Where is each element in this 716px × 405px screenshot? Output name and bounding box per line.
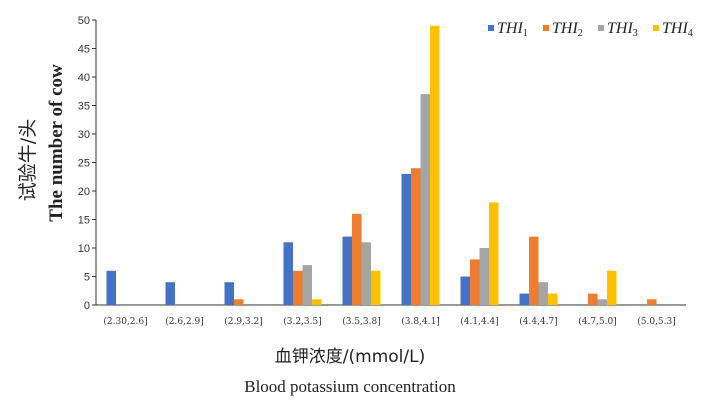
legend-swatch-thi3 — [598, 25, 604, 31]
bar-thi3 — [361, 242, 371, 305]
bar-thi1 — [401, 173, 411, 305]
y-tick-label: 10 — [78, 243, 90, 255]
bar-thi4 — [430, 25, 440, 305]
y-axis-label-cn: 试验牛/头 — [17, 119, 39, 201]
bar-thi2 — [529, 236, 539, 305]
bar-thi4 — [548, 293, 558, 305]
bars — [106, 25, 657, 305]
bar-thi2 — [470, 259, 480, 305]
legend-label-subscript: 2 — [578, 28, 583, 39]
y-axis-label-en: The number of cow — [46, 64, 67, 222]
bar-thi2 — [411, 168, 421, 305]
legend-label-subscript: 3 — [633, 28, 638, 39]
bar-thi1 — [519, 293, 529, 305]
legend-label-thi1: THI1 — [497, 20, 528, 39]
y-tick-label: 40 — [78, 72, 90, 84]
y-tick-label: 20 — [78, 186, 90, 198]
legend-label-thi2: THI2 — [552, 20, 583, 39]
x-tick-label: (3.5,3.8] — [342, 316, 381, 327]
bar-thi3 — [538, 282, 548, 305]
x-tick-label: (2.6,2.9] — [165, 316, 204, 327]
x-tick-label: (4.7,5.0] — [578, 316, 617, 327]
y-tick-label: 30 — [78, 129, 90, 141]
bar-thi1 — [460, 276, 470, 305]
bar-thi4 — [371, 270, 381, 305]
bar-thi3 — [479, 248, 489, 305]
bar-thi2 — [352, 213, 362, 305]
y-tick-label: 0 — [84, 300, 90, 312]
x-tick-label: (3.2,3.5] — [283, 316, 322, 327]
x-axis-label-en: Blood potassium concentration — [244, 377, 456, 396]
bar-thi4 — [607, 270, 617, 305]
y-tick-label: 5 — [84, 272, 90, 284]
legend: THI1 THI2 THI3 THI4 — [488, 20, 693, 39]
x-tick-label: (2.30,2.6] — [103, 316, 147, 327]
bar-thi2 — [647, 299, 657, 305]
legend-label-subscript: 4 — [688, 28, 693, 39]
legend-label-name: THI — [552, 20, 578, 37]
legend-label-thi4: THI4 — [662, 20, 693, 39]
legend-swatch-thi2 — [543, 25, 549, 31]
legend-label-thi3: THI3 — [607, 20, 638, 39]
bar-thi1 — [165, 282, 175, 305]
x-axis-label-cn: 血钾浓度/(mmol/L) — [275, 347, 425, 367]
y-tick-label: 15 — [78, 215, 90, 227]
y-tick-label: 25 — [78, 158, 90, 170]
bar-thi2 — [588, 293, 598, 305]
y-tick-label: 45 — [78, 44, 90, 56]
x-tick-label: (2.9,3.2] — [224, 316, 263, 327]
legend-label-subscript: 1 — [523, 28, 528, 39]
bar-thi1 — [224, 282, 234, 305]
bar-thi4 — [312, 299, 322, 305]
legend-label-name: THI — [662, 20, 688, 37]
y-tick-label: 50 — [78, 15, 90, 27]
bar-thi2 — [234, 299, 244, 305]
legend-swatch-thi4 — [653, 25, 659, 31]
bar-thi3 — [597, 299, 607, 305]
x-axis: (2.30,2.6] (2.6,2.9] (2.9,3.2] (3.2,3.5] (3.… — [96, 304, 686, 327]
legend-swatch-thi1 — [488, 25, 494, 31]
y-axis: 0 5 10 15 20 25 30 35 40 45 50 — [78, 15, 97, 312]
x-tick-label: (3.8,4.1] — [401, 316, 440, 327]
x-tick-label: (4.4,4.7] — [519, 316, 558, 327]
bar-thi4 — [489, 202, 499, 305]
x-tick-label: (4.1,4.4] — [460, 316, 499, 327]
bar-thi1 — [283, 242, 293, 305]
bar-thi1 — [106, 270, 116, 305]
bar-thi1 — [342, 236, 352, 305]
bar-thi3 — [302, 265, 312, 305]
y-tick-label: 35 — [78, 101, 90, 113]
bar-thi3 — [420, 94, 430, 305]
legend-label-name: THI — [607, 20, 633, 37]
x-tick-label: (5.0,5.3] — [637, 316, 676, 327]
bar-thi2 — [293, 270, 303, 305]
legend-label-name: THI — [497, 20, 523, 37]
